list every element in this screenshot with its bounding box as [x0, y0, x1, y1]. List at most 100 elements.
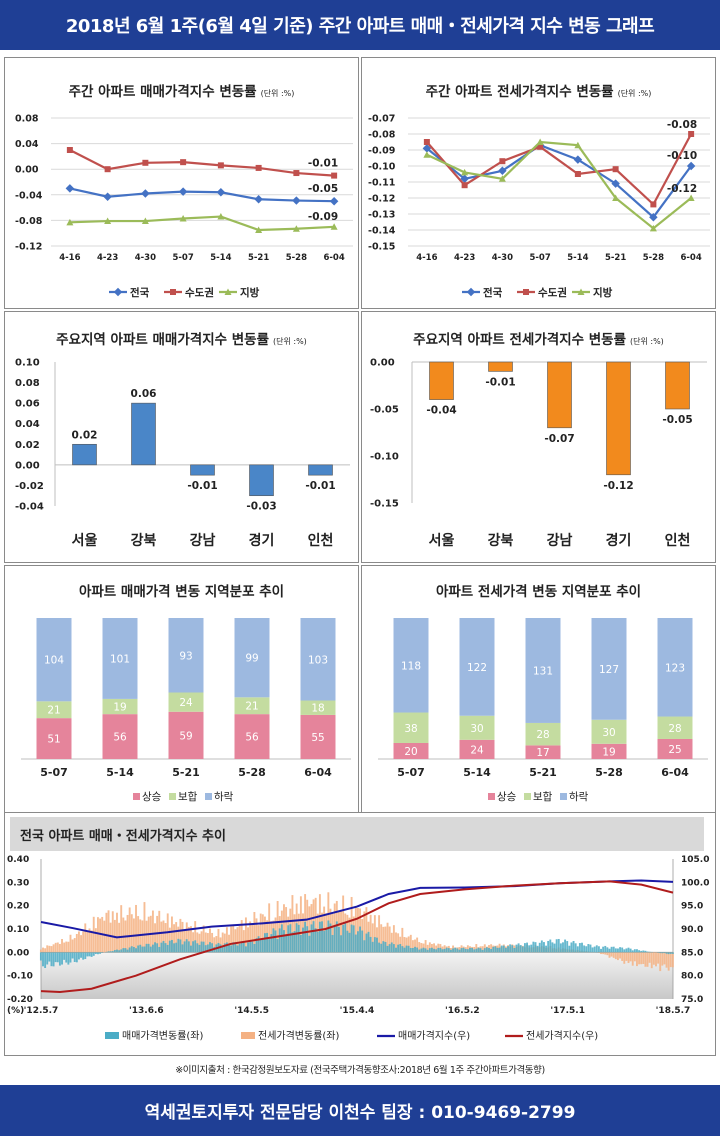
- sale-change-bar: [610, 946, 613, 953]
- jeonse-change-bar: [403, 936, 406, 953]
- jeonse-change-bar: [206, 933, 209, 953]
- jeonse-change-bar: [640, 952, 643, 965]
- data-label: 19: [113, 702, 126, 714]
- sale-change-bar: [268, 939, 271, 953]
- y-tick-label: 0.04: [15, 139, 39, 150]
- x-tick-label: 4-23: [454, 253, 475, 263]
- legend-label: 수도권: [538, 287, 567, 299]
- data-point: [537, 143, 544, 150]
- data-label: 131: [533, 665, 553, 677]
- jeonse-change-bar: [109, 922, 112, 953]
- data-point: [255, 226, 263, 233]
- jeonse-change-bar: [234, 929, 237, 953]
- jeonse-change-bar: [236, 927, 239, 953]
- x-tick-label: 5-21: [248, 253, 269, 263]
- jeonse-change-bar: [340, 910, 342, 953]
- sale-change-bar: [170, 939, 173, 953]
- sale-change-bar: [198, 944, 201, 953]
- sale-change-bar: [416, 947, 419, 953]
- jeonse-change-bar: [380, 924, 383, 953]
- jeonse-change-bar: [69, 934, 72, 953]
- bar-segment: [525, 745, 561, 759]
- x-tick-label: 인천: [308, 532, 334, 549]
- sale-change-bar: [86, 952, 89, 957]
- sale-change-bar: [511, 945, 514, 953]
- bar-segment: [102, 698, 138, 715]
- bar-segment: [393, 742, 429, 759]
- sale-change-bar: [304, 921, 307, 953]
- jeonse-change-bar: [420, 943, 423, 953]
- jeonse-change-bar: [392, 925, 395, 953]
- bar-segment: [393, 618, 429, 713]
- sale-change-bar: [500, 945, 503, 953]
- x-tick-label: 경기: [606, 532, 632, 549]
- jeonse-change-bar: [418, 942, 421, 953]
- data-label: 25: [668, 744, 681, 756]
- sale-change-bar: [589, 944, 592, 953]
- jeonse-change-bar: [44, 948, 47, 953]
- jeonse-change-bar: [665, 952, 668, 968]
- sale-change-bar: [80, 952, 83, 958]
- contact-banner: 역세권토지투자 전문담당 이천수 팀장 : 010-9469-2799: [0, 1085, 720, 1136]
- jeonse-change-bar: [663, 952, 666, 965]
- jeonse-change-bar: [612, 952, 615, 958]
- sale-change-bar: [340, 935, 342, 953]
- sale-change-bar: [471, 947, 474, 953]
- sale-change-bar: [555, 939, 558, 953]
- jeonse-change-bar: [636, 952, 638, 967]
- data-point: [292, 225, 300, 232]
- jeonse-change-bar: [363, 911, 366, 953]
- jeonse-change-bar: [382, 926, 385, 953]
- data-point: [141, 189, 150, 198]
- sale-change-bar: [460, 948, 463, 953]
- legend-marker: [224, 288, 232, 295]
- dist-sale-chart: 51 21 104 5-07 56 19 101 5-14 59 24 93 5-21 56 21 99 5-…: [21, 618, 351, 803]
- jeonse-change-bar: [75, 933, 78, 953]
- sale-change-bar: [101, 952, 104, 953]
- x-tick-label: 4-16: [416, 253, 437, 263]
- data-label: -0.12: [667, 183, 697, 195]
- sale-change-bar: [485, 947, 488, 953]
- jeonse-change-bar: [84, 923, 87, 953]
- sale-change-bar: [255, 938, 258, 953]
- legend-label: 지방: [240, 286, 260, 299]
- y-tick-label: 0.00: [15, 460, 40, 471]
- sale-change-bar: [526, 942, 528, 953]
- sale-change-bar: [661, 952, 664, 954]
- sale-change-bar: [211, 943, 214, 953]
- data-label: 38: [404, 723, 417, 735]
- x-tick-label: 6-04: [661, 766, 689, 779]
- jeonse-change-bar: [411, 940, 414, 953]
- jeonse-change-bar: [160, 921, 163, 953]
- x-tick-label: 강남: [190, 532, 216, 549]
- y-tick-label: -0.02: [15, 481, 44, 492]
- bar-segment: [300, 618, 336, 701]
- data-label: 18: [311, 703, 324, 715]
- data-label: -0.05: [308, 183, 338, 195]
- x-tick-label: 서울: [429, 532, 455, 549]
- sale-change-bar: [143, 946, 146, 953]
- series-line-수도권: [426, 133, 693, 207]
- sale-change-bar: [519, 945, 522, 953]
- jeonse-change-bar: [409, 934, 412, 953]
- jeonse-change-bar: [209, 928, 211, 953]
- sale-change-bar: [204, 945, 207, 953]
- sale-change-bar: [67, 952, 70, 965]
- sale-change-bar: [574, 943, 577, 953]
- bar-segment: [591, 618, 627, 720]
- sale-change-bar: [306, 926, 309, 953]
- sale-change-bar: [158, 946, 161, 953]
- sale-change-bar: [473, 949, 476, 953]
- sale-change-bar: [145, 943, 148, 953]
- sale-change-bar: [321, 921, 323, 953]
- sale-change-bar: [595, 945, 598, 953]
- sale-change-bar: [507, 946, 509, 953]
- sale-change-bar: [58, 952, 61, 966]
- jeonse-change-bar: [183, 930, 186, 953]
- sale-change-bar: [244, 946, 247, 953]
- sale-change-bar: [418, 949, 421, 953]
- data-point: [65, 184, 75, 193]
- weekly-jeonse-panel: 주간 아파트 전세가격지수 변동률 (단위 :%) -0.07 -0.08 -0.09…: [361, 57, 716, 309]
- sale-change-bar: [367, 931, 370, 953]
- sale-change-bar: [663, 952, 666, 954]
